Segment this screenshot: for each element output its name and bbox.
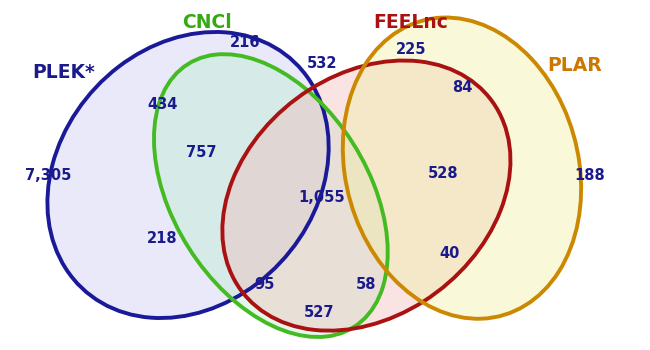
Text: 7,305: 7,305	[25, 168, 71, 182]
Text: FEELnc: FEELnc	[374, 13, 448, 32]
Text: 434: 434	[148, 97, 177, 112]
Text: 528: 528	[428, 166, 458, 181]
Text: 84: 84	[452, 80, 472, 95]
Text: 188: 188	[574, 168, 605, 182]
Ellipse shape	[154, 54, 388, 337]
Text: 218: 218	[148, 231, 178, 246]
Text: 225: 225	[396, 42, 426, 57]
Text: 1,055: 1,055	[298, 190, 345, 205]
Text: PLAR: PLAR	[547, 56, 602, 75]
Ellipse shape	[222, 61, 510, 331]
Ellipse shape	[343, 18, 581, 319]
Ellipse shape	[47, 32, 329, 318]
Text: 40: 40	[439, 246, 460, 261]
Text: CNCl: CNCl	[182, 13, 232, 32]
Text: 757: 757	[185, 145, 216, 160]
Text: 58: 58	[356, 277, 376, 292]
Text: PLEK*: PLEK*	[32, 63, 95, 82]
Text: 527: 527	[304, 305, 334, 320]
Text: 216: 216	[230, 35, 261, 50]
Text: 95: 95	[254, 277, 275, 292]
Text: 532: 532	[307, 56, 337, 71]
